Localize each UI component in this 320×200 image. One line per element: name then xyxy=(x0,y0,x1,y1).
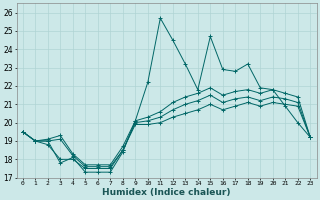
X-axis label: Humidex (Indice chaleur): Humidex (Indice chaleur) xyxy=(102,188,231,197)
